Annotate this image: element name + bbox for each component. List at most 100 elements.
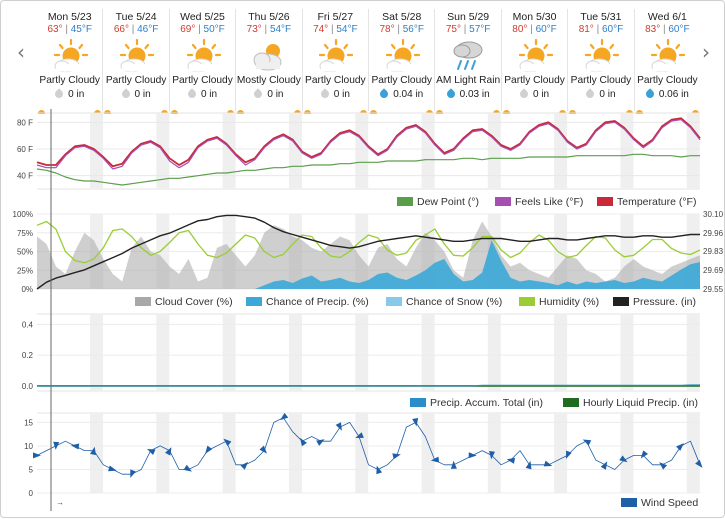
night-band	[686, 113, 700, 189]
high-temp: 69°	[180, 24, 196, 35]
wind-direction-marker	[108, 465, 117, 472]
wind-direction-marker	[355, 432, 364, 439]
partly-cloudy-icon	[103, 37, 168, 75]
legend-swatch	[613, 297, 629, 306]
partly-cloudy-icon	[37, 37, 102, 75]
day-column[interactable]: Fri 5/27 74° | 54°F Partly Cloudy 0 in	[301, 9, 368, 114]
night-band	[554, 314, 568, 391]
legend-swatch	[246, 297, 262, 306]
day-date: Wed 5/25	[180, 11, 225, 23]
sunset-icon	[692, 110, 700, 114]
day-column[interactable]: Mon 5/23 63° | 45°F Partly Cloudy 0 in	[37, 9, 102, 114]
legend-hourly-liquid[interactable]: Hourly Liquid Precip. (in)	[563, 397, 698, 409]
legend-dew-point[interactable]: Dew Point (°)	[397, 196, 479, 208]
wind-direction-marker	[223, 438, 232, 447]
condition-text: Partly Cloudy	[504, 75, 565, 86]
day-temps: 66° | 46°F	[113, 24, 159, 35]
series-humidity	[36, 220, 701, 264]
precip-amount: 0.04 in	[369, 88, 434, 102]
wind-direction-marker	[147, 449, 156, 456]
series-temperature	[36, 117, 701, 168]
low-temp: 60°F	[535, 24, 557, 35]
night-band	[156, 314, 170, 391]
wind-direction-marker	[259, 445, 267, 454]
precip-amount: 0 in	[103, 88, 168, 102]
legend-wind-speed[interactable]: Wind Speed	[621, 497, 698, 509]
legend-snow-chance[interactable]: Chance of Snow (%)	[386, 296, 502, 308]
night-band	[222, 314, 236, 391]
high-temp: 83°	[645, 24, 661, 35]
y-tick-label: 60 F	[17, 145, 33, 154]
y-tick-label: 75%	[17, 229, 33, 238]
partly-cloudy-icon	[502, 37, 567, 75]
day-column[interactable]: Sun 5/29 75° | 57°F AM Light Rain 0.03 i…	[434, 9, 500, 114]
day-temps: 81° | 60°F	[578, 24, 624, 35]
condition-text: Partly Cloudy	[371, 75, 433, 86]
high-temp: 73°	[246, 24, 262, 35]
wind-direction-marker	[600, 461, 608, 470]
sunset-icon	[94, 110, 102, 114]
sunrise-icon	[104, 110, 112, 114]
series-pressure	[36, 214, 700, 290]
legend-humidity[interactable]: Humidity (%)	[519, 296, 599, 308]
night-band	[156, 413, 170, 493]
sunset-icon	[492, 110, 500, 114]
wind-direction-marker	[676, 443, 684, 451]
wind-direction-marker	[489, 451, 496, 460]
legend-label: Cloud Cover (%)	[155, 296, 233, 308]
wind-direction-marker	[183, 464, 192, 472]
night-band	[421, 413, 435, 493]
day-column[interactable]: Wed 6/1 83° | 60°F Partly Cloudy 0.06 in	[633, 9, 700, 114]
y-tick-label: 29.69	[703, 266, 724, 275]
sunrise-icon	[38, 110, 45, 114]
chevron-left-icon[interactable]: ‹	[17, 40, 25, 64]
day-column[interactable]: Sat 5/28 78° | 56°F Partly Cloudy 0.04 i…	[368, 9, 434, 114]
wind-direction-marker	[316, 439, 325, 446]
day-column[interactable]: Tue 5/31 81° | 60°F Partly Cloudy 0 in	[567, 9, 633, 114]
sunset-icon	[559, 110, 567, 114]
low-temp: 50°F	[203, 24, 225, 35]
legend-feels-like[interactable]: Feels Like (°F)	[495, 196, 583, 208]
day-temps: 69° | 50°F	[180, 24, 225, 35]
day-temps: 63° | 45°F	[47, 24, 92, 35]
night-band	[355, 314, 369, 391]
day-column[interactable]: Wed 5/25 69° | 50°F Partly Cloudy 0 in	[168, 9, 235, 114]
condition-text: Partly Cloudy	[39, 75, 100, 86]
legend-pressure[interactable]: Pressure. (in)	[613, 296, 696, 308]
day-date: Wed 6/1	[647, 11, 687, 23]
low-temp: 46°F	[137, 24, 159, 35]
day-date: Sat 5/28	[382, 11, 422, 23]
night-band	[620, 413, 634, 493]
day-column[interactable]: Thu 5/26 73° | 54°F Mostly Cloudy 0 in	[235, 9, 301, 114]
partly-cloudy-icon	[303, 37, 368, 75]
low-temp: 57°F	[469, 24, 491, 35]
legend-swatch	[495, 197, 511, 206]
legend-precip-total[interactable]: Precip. Accum. Total (in)	[410, 397, 543, 409]
mostly-cloudy-icon	[236, 37, 301, 75]
legend-cloud-cover[interactable]: Cloud Cover (%)	[135, 296, 233, 308]
night-band	[487, 314, 501, 391]
wind-direction-marker	[412, 417, 419, 427]
day-column[interactable]: Tue 5/24 66° | 46°F Partly Cloudy 0 in	[102, 9, 168, 114]
legend-temperature[interactable]: Temperature (°F)	[597, 196, 696, 208]
day-date: Mon 5/23	[47, 11, 92, 23]
day-temps: 80° | 60°F	[512, 24, 557, 35]
y-tick-label: 29.96	[703, 229, 724, 238]
condition-text: Partly Cloudy	[172, 75, 233, 86]
y-tick-label: 0%	[21, 285, 33, 294]
legend-swatch	[135, 297, 151, 306]
time-arrow-icon[interactable]: →	[56, 498, 64, 507]
night-band	[288, 413, 302, 493]
high-temp: 78°	[379, 24, 395, 35]
sunset-icon	[360, 110, 368, 114]
legend-label: Feels Like (°F)	[515, 196, 583, 208]
sunset-icon	[293, 110, 301, 114]
legend-label: Wind Speed	[641, 497, 698, 509]
day-column[interactable]: Mon 5/30 80° | 60°F Partly Cloudy 0 in	[500, 9, 567, 114]
legend-precip-chance[interactable]: Chance of Precip. (%)	[246, 296, 369, 308]
day-temps: 75° | 57°F	[445, 24, 491, 35]
precip-amount: 0.03 in	[435, 88, 500, 102]
y-tick-label: 0.0	[22, 382, 34, 391]
chevron-right-icon[interactable]: ›	[702, 40, 710, 64]
